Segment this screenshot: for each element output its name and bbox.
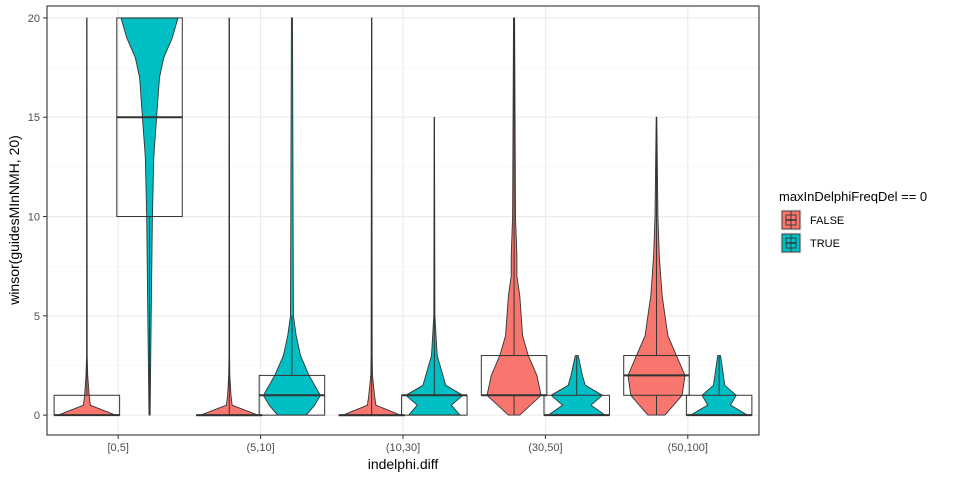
x-tick-label: (50,100]	[668, 442, 708, 454]
legend-label: TRUE	[810, 238, 840, 250]
boxplots	[53, 17, 753, 417]
legend: maxInDelphiFreqDel == 0 FALSE TRUE	[779, 189, 927, 254]
x-tick-label: [0,5]	[107, 442, 128, 454]
y-tick-label: 15	[28, 112, 40, 124]
legend-label: FALSE	[810, 215, 844, 227]
y-tick-label: 20	[28, 13, 40, 25]
y-axis-title: winsor(guidesMInNMH, 20)	[6, 135, 22, 306]
x-axis-title: indelphi.diff	[368, 456, 439, 472]
y-tick-label: 0	[34, 410, 40, 422]
legend-title: maxInDelphiFreqDel == 0	[779, 189, 927, 204]
y-tick-label: 10	[28, 212, 40, 224]
y-tick-label: 5	[34, 311, 40, 323]
x-axis: [0,5] (5,10] (10,30] (30,50] (50,100]	[107, 435, 708, 454]
x-tick-label: (5,10]	[247, 442, 275, 454]
y-axis: 0 5 10 15 20	[28, 13, 47, 422]
violin	[262, 17, 321, 416]
x-tick-label: (30,50]	[528, 442, 562, 454]
x-tick-label: (10,30]	[386, 442, 420, 454]
